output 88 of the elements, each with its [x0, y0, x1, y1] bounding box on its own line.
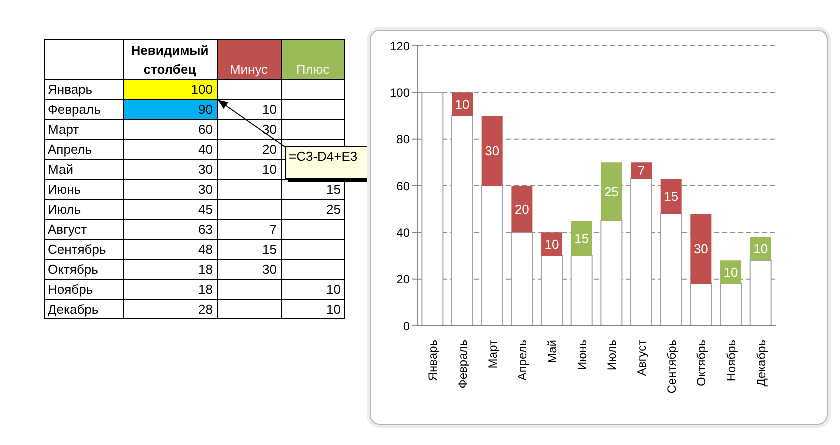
bar	[422, 92, 444, 326]
y-tick-label: 120	[390, 39, 410, 54]
data-label: 30	[198, 182, 213, 196]
data-label: 10	[544, 236, 560, 252]
x-tick-label: Сентябрь	[664, 340, 679, 394]
bar	[571, 221, 592, 256]
category-label: Март	[48, 122, 80, 136]
bar	[512, 186, 533, 233]
data-label: 25	[604, 184, 619, 200]
bar	[481, 186, 504, 326]
x-tick-label: Апрель	[516, 340, 530, 381]
category-label: Апрель	[48, 142, 92, 156]
bar	[452, 116, 474, 326]
data-label: 40	[198, 142, 213, 156]
data-label: 10	[326, 302, 341, 316]
category-label: Июль	[48, 202, 82, 216]
bar	[541, 256, 564, 326]
bar	[690, 214, 712, 284]
text: Плюс	[296, 62, 330, 77]
y-tick-label: 20	[396, 272, 410, 287]
data-label: 18	[198, 282, 213, 296]
data-label: 48	[198, 242, 213, 256]
category-label: Май	[48, 162, 74, 176]
data-label: 15	[664, 189, 679, 204]
x-tick-label: Июнь	[575, 340, 590, 371]
y-tick-label: 0	[403, 319, 410, 334]
bar	[601, 162, 622, 221]
data-label: 10	[326, 282, 341, 296]
data-label: 45	[198, 202, 213, 216]
data-label: 25	[326, 202, 341, 216]
data-label: 7	[638, 163, 646, 178]
category-label: Ноябрь	[48, 282, 94, 296]
x-tick-label: Январь	[426, 340, 440, 382]
y-tick-label: 80	[396, 132, 410, 147]
bar	[482, 116, 503, 186]
bar	[630, 178, 653, 326]
data-label: 30	[262, 262, 277, 276]
data-label: 20	[262, 142, 277, 156]
data-label: 18	[198, 262, 213, 276]
data-label: 60	[198, 122, 213, 136]
data-label: 10	[724, 264, 738, 280]
data-label: 30	[198, 162, 213, 176]
data-label: 100	[191, 82, 213, 96]
x-tick-label: Ноябрь	[724, 340, 738, 382]
bar	[511, 232, 534, 326]
bar	[600, 220, 623, 326]
text: Минус	[230, 62, 268, 77]
category-label: Февраль	[48, 102, 101, 116]
data-label: 7	[270, 222, 277, 236]
bar	[631, 162, 652, 179]
data-label: 10	[455, 96, 470, 112]
data-label: 63	[198, 222, 213, 236]
data-label: 28	[198, 302, 213, 316]
bar	[570, 256, 593, 326]
data-label: 30	[262, 122, 277, 136]
category-label: Июнь	[48, 182, 82, 196]
data-label: 10	[262, 102, 277, 116]
series-label: Невидимый столбец	[131, 43, 209, 77]
data-label: 15	[262, 242, 277, 256]
data-label: 10	[754, 242, 768, 256]
x-tick-label: Февраль	[456, 340, 470, 389]
bar	[660, 179, 682, 214]
bar	[660, 214, 682, 326]
x-tick-label: Август	[634, 340, 649, 376]
category-label: Январь	[48, 82, 93, 96]
bar	[750, 260, 772, 326]
x-tick-label: Июль	[605, 340, 620, 371]
y-tick-label: 60	[396, 179, 410, 194]
y-tick-label: 40	[396, 226, 410, 240]
data-label: 30	[485, 144, 500, 158]
x-tick-label: Май	[545, 340, 560, 364]
data-label: 10	[262, 162, 277, 176]
data-label: 20	[514, 202, 530, 217]
x-tick-label: Март	[486, 340, 500, 369]
x-tick-label: Октябрь	[694, 340, 709, 387]
bar	[720, 284, 742, 326]
category-label: Декабрь	[48, 302, 99, 316]
y-tick-label: 100	[390, 86, 410, 100]
category-label: Сентябрь	[48, 242, 106, 256]
data-label: 30	[694, 242, 708, 256]
bar	[690, 284, 712, 326]
text: =C3-D4+E3	[289, 149, 358, 164]
category-label: Август	[48, 222, 88, 236]
category-label: Октябрь	[48, 262, 98, 276]
data-label: 15	[574, 231, 590, 246]
data-label: 15	[326, 182, 341, 196]
x-tick-label: Декабрь	[754, 340, 768, 387]
data-label: 90	[198, 102, 213, 116]
